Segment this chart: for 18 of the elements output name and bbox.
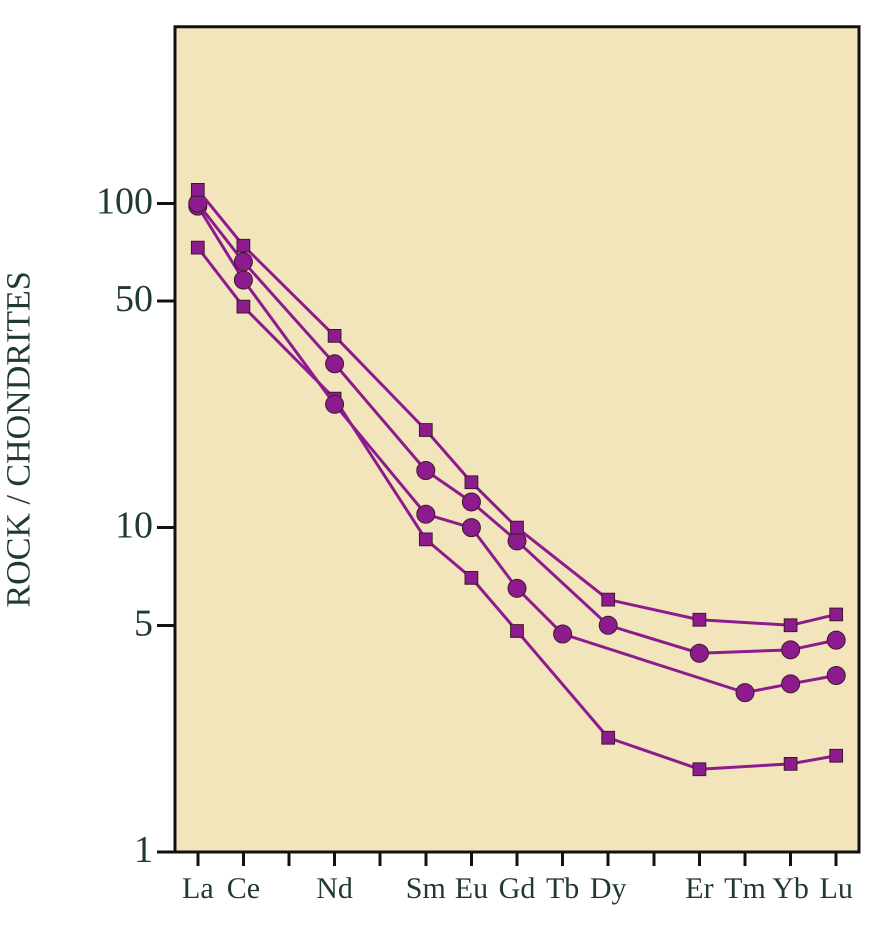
y-tick-label: 10 (115, 504, 153, 547)
y-axis-title: ROCK / CHONDRITES (0, 271, 38, 608)
x-tick-label: Tb (546, 872, 580, 905)
y-tick-label: 50 (115, 278, 153, 320)
x-tick-label: Lu (820, 872, 853, 905)
x-tick-label: Tm (724, 872, 766, 905)
x-tick-label: La (182, 872, 214, 905)
y-tick-label: 1 (134, 828, 153, 871)
x-tick-label: Ce (226, 872, 260, 905)
y-tick-label: 5 (134, 602, 153, 644)
x-tick-label: Dy (590, 872, 627, 905)
x-tick-label: Eu (454, 872, 488, 905)
x-tick-label: Gd (498, 872, 536, 905)
x-tick-label: Yb (772, 872, 809, 905)
x-tick-label: Nd (316, 872, 353, 905)
x-tick-label: Sm (406, 872, 446, 905)
x-tick-label: Er (685, 872, 714, 905)
y-tick-label: 100 (96, 180, 153, 222)
